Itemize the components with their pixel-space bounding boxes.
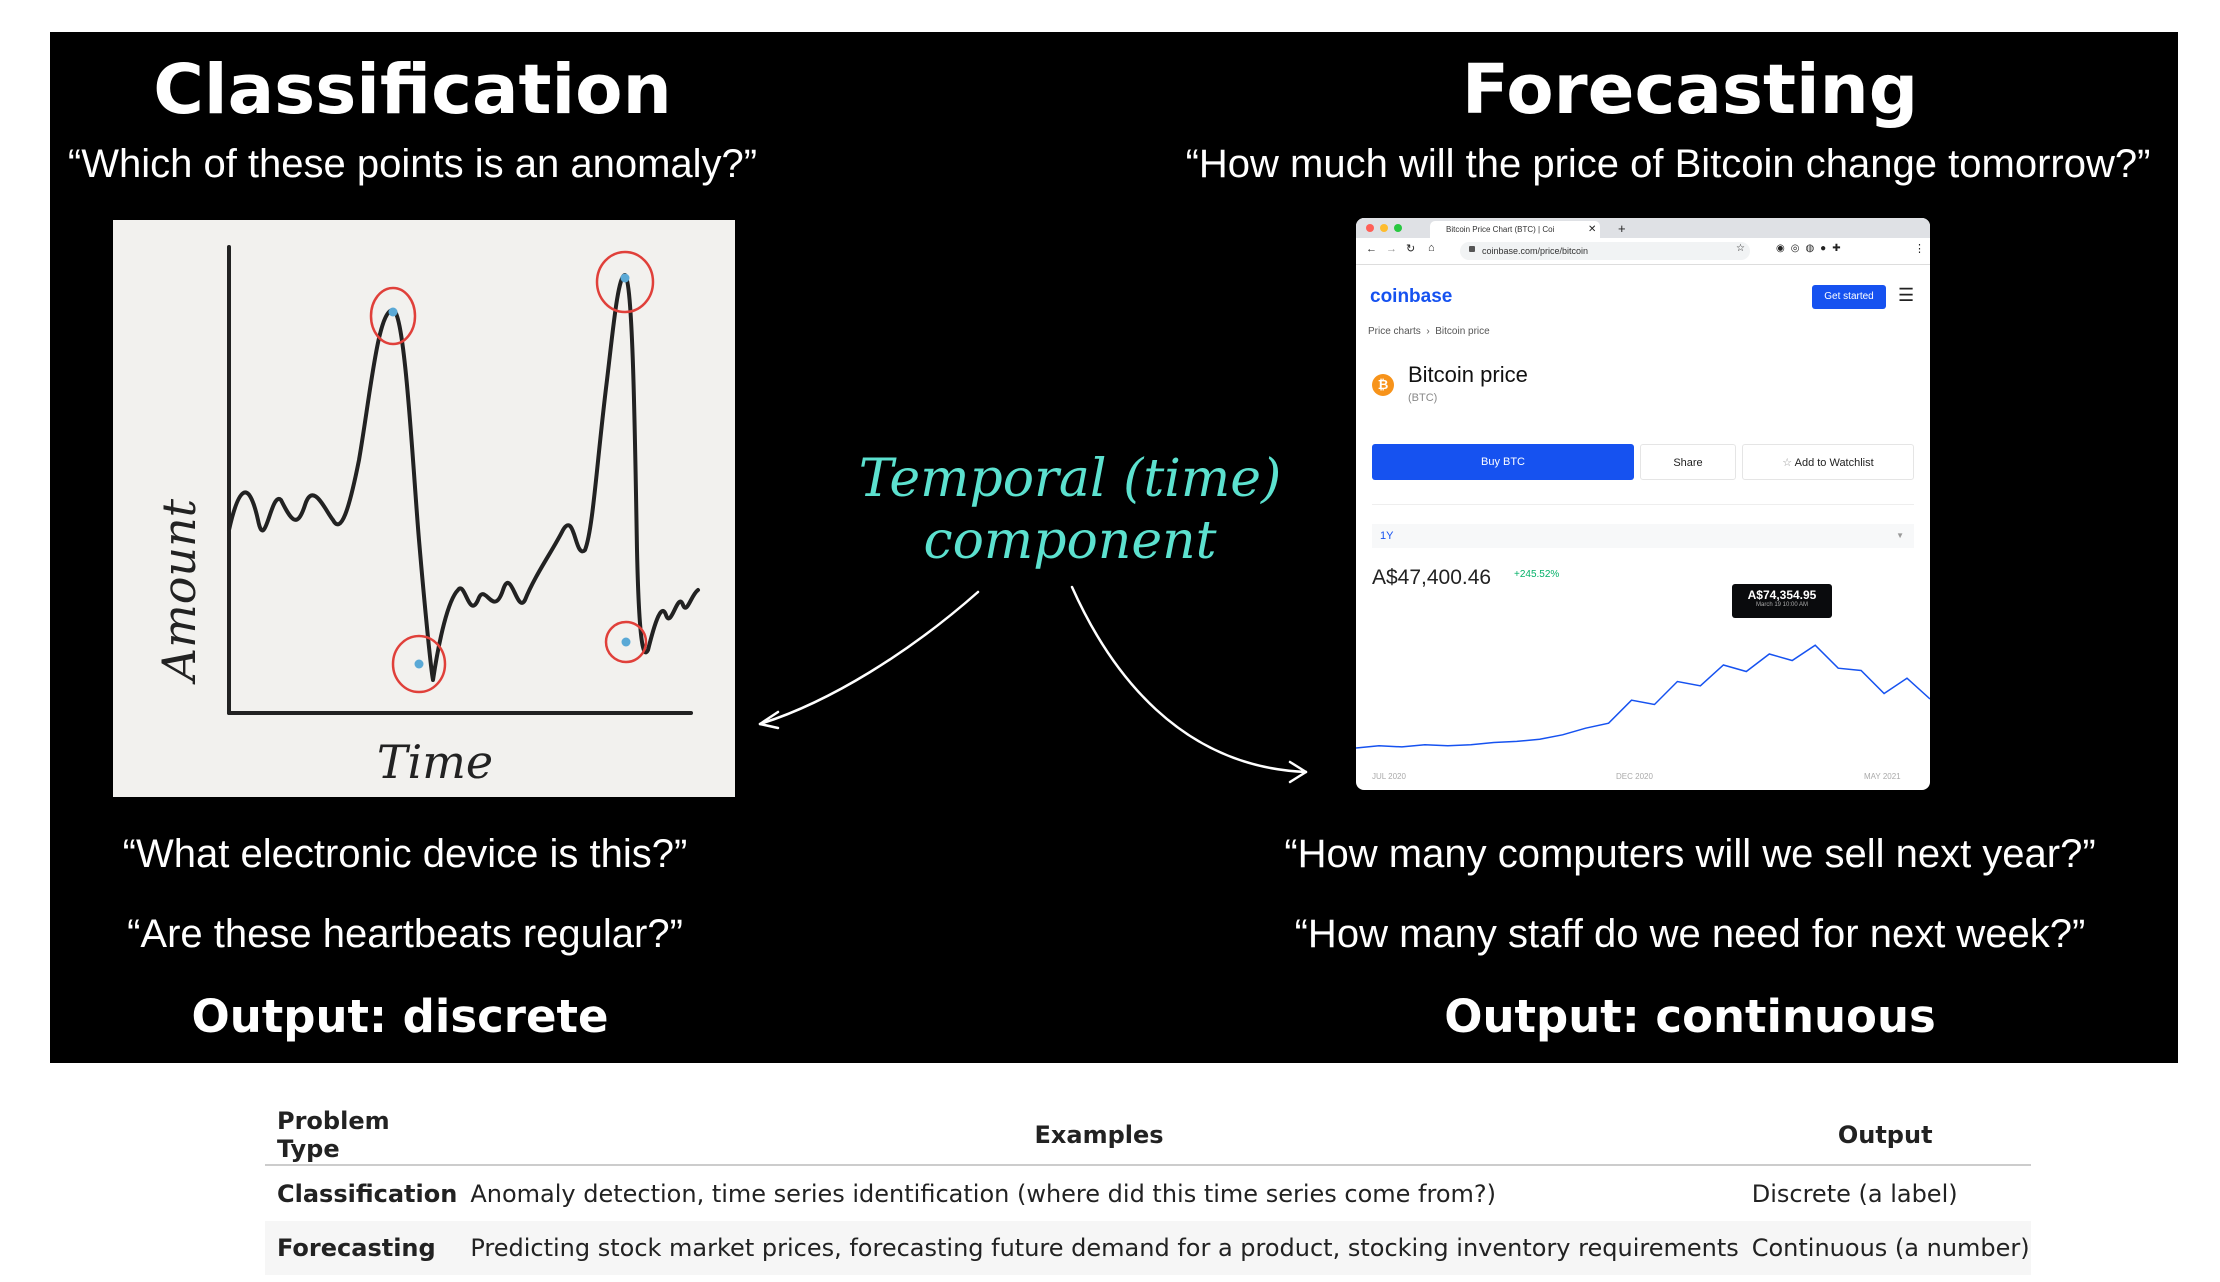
buy-btc-button[interactable]: Buy BTC [1372, 444, 1634, 480]
reload-icon[interactable]: ↻ [1406, 243, 1416, 255]
row-type: Classification [277, 1179, 458, 1208]
row-examples: Anomaly detection, time series identific… [470, 1179, 1497, 1208]
tab-close-icon[interactable]: ✕ [1588, 224, 1597, 235]
lock-icon [1469, 246, 1475, 252]
star-icon: ☆ [1782, 457, 1795, 469]
tab-title: Bitcoin Price Chart (BTC) | Coi [1446, 225, 1555, 234]
price-tooltip: A$74,354.95 March 19 10:00 AM [1732, 584, 1832, 618]
btc-price-chart [1356, 644, 1930, 749]
temporal-component-note: Temporal (time) component [805, 448, 1335, 572]
arrow-to-classification [758, 590, 980, 726]
right-example-2: “How many staff do we need for next week… [1294, 912, 2086, 956]
close-window-icon[interactable] [1366, 224, 1374, 232]
browser-tab-bar: Bitcoin Price Chart (BTC) | Coi ✕ + [1356, 218, 1930, 238]
hamburger-menu-icon[interactable]: ☰ [1898, 285, 1915, 305]
table-header-row: Problem Type Examples Output [265, 1106, 2031, 1165]
forward-icon[interactable]: → [1386, 243, 1397, 255]
anomaly-circle [604, 620, 648, 664]
range-label: 1Y [1380, 530, 1394, 542]
header-examples: Examples [1034, 1121, 1164, 1149]
sketch-ylabel: Amount [152, 498, 206, 685]
tooltip-date: March 19 10:00 AM [1755, 602, 1809, 608]
row-output: Discrete (a label) [1751, 1179, 1958, 1208]
range-selector[interactable]: 1Y ▼ [1372, 524, 1914, 548]
table-row: Forecasting Predicting stock market pric… [265, 1221, 2031, 1275]
sketch-series-line [227, 273, 700, 682]
forecasting-question: “How much will the price of Bitcoin chan… [1185, 142, 2151, 186]
price-change: +245.52% [1514, 569, 1560, 580]
menu-dots-icon[interactable]: ⋮ [1914, 243, 1925, 255]
coinbase-logo[interactable]: coinbase [1370, 286, 1453, 307]
tooltip-price: A$74,354.95 [1747, 588, 1817, 602]
row-type: Forecasting [277, 1234, 436, 1262]
forecasting-title: Forecasting [1461, 50, 1919, 130]
anomaly-circle [595, 250, 655, 314]
header-problem-type: Problem Type [277, 1107, 390, 1163]
chevron-down-icon: ▼ [1896, 531, 1904, 540]
classification-question: “Which of these points is an anomaly?” [67, 142, 758, 186]
connector-arrows [758, 585, 1308, 784]
slide-panel: Classification “Which of these points is… [50, 32, 2178, 1063]
breadcrumb[interactable]: Price charts › Bitcoin price [1368, 326, 1490, 337]
left-output: Output: discrete [191, 990, 609, 1043]
anomaly-circle [369, 286, 417, 346]
address-bar: ← → ↻ ⌂ coinbase.com/price/bitcoin ☆ ◉◎◍… [1356, 238, 1930, 265]
right-example-1: “How many computers will we sell next ye… [1284, 832, 2096, 876]
share-button[interactable]: Share [1640, 444, 1736, 480]
browser-tab[interactable]: Bitcoin Price Chart (BTC) | Coi [1430, 221, 1600, 238]
anomaly-point [388, 307, 398, 317]
divider [1372, 504, 1914, 505]
row-examples: Predicting stock market prices, forecast… [470, 1234, 1739, 1262]
watchlist-label: Add to Watchlist [1794, 457, 1874, 469]
anomaly-circle [391, 634, 447, 694]
header-output: Output [1837, 1121, 1933, 1149]
x-tick-2: MAY 2021 [1864, 772, 1901, 781]
bookmark-star-icon[interactable]: ☆ [1736, 243, 1745, 254]
minimize-window-icon[interactable] [1380, 224, 1388, 232]
x-tick-1: DEC 2020 [1616, 772, 1653, 781]
anomaly-point [620, 273, 630, 283]
coinbase-browser-window: Bitcoin Price Chart (BTC) | Coi ✕ + ← → … [1356, 218, 1930, 790]
temporal-line-2: component [923, 511, 1217, 571]
arrow-to-forecasting [1070, 585, 1308, 774]
problem-type-table: Problem Type Examples Output Classificat… [265, 1106, 2031, 1275]
url-input[interactable]: coinbase.com/price/bitcoin [1460, 242, 1750, 260]
get-started-button[interactable]: Get started [1812, 285, 1886, 309]
url-text: coinbase.com/price/bitcoin [1482, 246, 1589, 256]
add-to-watchlist-button[interactable]: ☆ Add to Watchlist [1742, 444, 1914, 480]
sketch-axes [227, 245, 693, 715]
sketch-xlabel: Time [377, 735, 493, 789]
maximize-window-icon[interactable] [1394, 224, 1402, 232]
current-price: A$47,400.46 [1372, 566, 1492, 589]
bitcoin-icon: ₿ [1372, 374, 1394, 396]
back-icon[interactable]: ← [1366, 243, 1377, 255]
coin-title: Bitcoin price [1408, 362, 1528, 387]
row-output: Continuous (a number) [1751, 1234, 2030, 1262]
extension-icons[interactable]: ◉◎◍●✚ [1776, 243, 1847, 254]
anomaly-circles [369, 250, 655, 694]
anomaly-sketch: Amount Time [113, 220, 735, 797]
btc-price-line [1356, 644, 1930, 749]
new-tab-icon[interactable]: + [1618, 221, 1626, 236]
anomaly-point [621, 637, 631, 647]
right-output: Output: continuous [1444, 990, 1936, 1043]
anomaly-point [414, 659, 424, 669]
temporal-line-1: Temporal (time) [858, 449, 1282, 509]
anomaly-points [388, 273, 631, 669]
x-tick-0: JUL 2020 [1372, 772, 1406, 781]
table-row: Classification Anomaly detection, time s… [265, 1165, 2031, 1221]
left-example-2: “Are these heartbeats regular?” [127, 912, 683, 956]
home-icon[interactable]: ⌂ [1428, 242, 1435, 254]
classification-title: Classification [153, 50, 672, 130]
left-example-1: “What electronic device is this?” [122, 832, 688, 876]
coin-ticker: (BTC) [1408, 392, 1438, 404]
